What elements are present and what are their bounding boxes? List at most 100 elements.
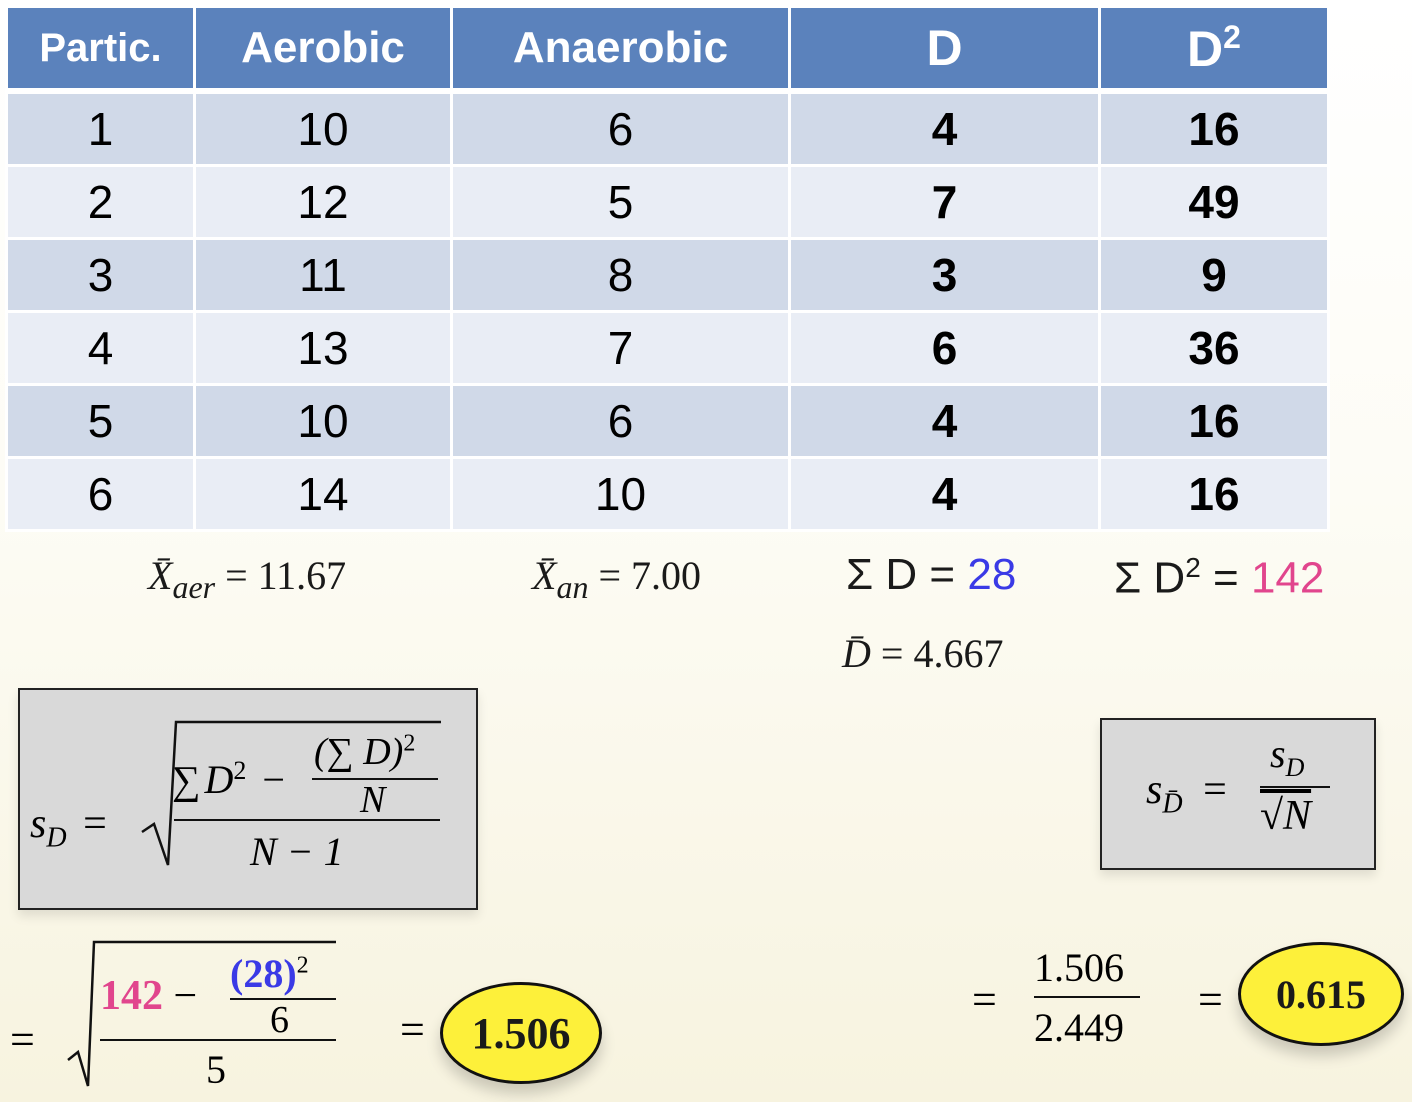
dbar-symbol: D̄: [842, 631, 871, 676]
sd-radical: [141, 720, 441, 866]
calc-sdbar-bar: [1034, 996, 1140, 998]
sd-den: N − 1: [250, 828, 344, 875]
calc-sd-minus: −: [173, 973, 198, 1019]
sdbar-lhs-s: s: [1146, 767, 1163, 813]
table-row: 5 10 6 4 16: [5, 383, 1330, 459]
sum-d2-label-a: Σ D: [1114, 553, 1186, 603]
dbar-value: = 4.667: [880, 631, 1004, 676]
header-d2-base: D: [1187, 20, 1224, 77]
table-header-row: Partic. Aerobic Anaerobic D D2: [5, 5, 1330, 94]
cell-partic: 1: [5, 89, 196, 167]
header-partic: Partic.: [5, 5, 196, 94]
sd-num-sigma: ∑: [172, 757, 201, 803]
sdbar-num-sub-text: D: [1285, 753, 1305, 782]
mean-an-sub-text: an: [556, 569, 589, 605]
sdbar-lhs-sub: D̄: [1162, 788, 1182, 819]
cell-d2: 36: [1098, 310, 1330, 386]
sd-inner-bar: [312, 778, 438, 780]
calc-sdbar-equals2: =: [1198, 975, 1223, 1024]
sd-lhs-sub-text: D: [46, 822, 67, 854]
mean-aer-value: = 11.67: [225, 553, 347, 598]
mean-an-value: = 7.00: [598, 553, 701, 598]
header-anaerobic: Anaerobic: [450, 5, 791, 94]
cell-partic: 6: [5, 456, 196, 532]
sd-lhs: sD =: [30, 800, 107, 854]
sum-d-squared: Σ D2 = 142: [1114, 552, 1324, 604]
calc-sd-142: 142: [100, 973, 163, 1019]
cell-anaerobic: 8: [450, 237, 791, 313]
mean-anaerobic: X̄an = 7.00: [532, 552, 701, 606]
calc-sdbar-equals: =: [972, 975, 997, 1024]
cell-anaerobic: 5: [450, 164, 791, 240]
header-d: D: [788, 5, 1101, 94]
cell-partic: 2: [5, 164, 196, 240]
cell-aerobic: 14: [193, 456, 453, 532]
cell-d: 4: [788, 89, 1101, 167]
calc-sdbar-result: 0.615: [1238, 942, 1404, 1046]
sdbar-equals: =: [1203, 767, 1227, 813]
cell-d: 4: [788, 383, 1101, 459]
mean-aer-sub: aer: [172, 569, 215, 605]
calc-sd-equals2: =: [400, 1005, 425, 1054]
calc-sd-radical: [67, 940, 336, 1087]
sd-inner-den: N: [360, 778, 385, 822]
header-d2-sup: 2: [1223, 18, 1241, 55]
cell-d2: 16: [1098, 456, 1330, 532]
cell-anaerobic: 6: [450, 89, 791, 167]
calc-sd-result: 1.506: [440, 982, 602, 1084]
sd-num-sup: 2: [233, 756, 247, 785]
cell-d2: 49: [1098, 164, 1330, 240]
sd-lhs-sub: D: [46, 822, 66, 853]
sd-inner-sup: 2: [403, 730, 416, 757]
sum-d-value: 28: [967, 550, 1017, 599]
mean-difference: D̄ = 4.667: [842, 630, 1003, 677]
sd-formula-box: sD = ∑ D2 − (∑ D)2 N N − 1: [18, 688, 478, 910]
cell-anaerobic: 7: [450, 310, 791, 386]
calc-sd-den: 5: [206, 1047, 226, 1092]
header-d-squared: D2: [1098, 5, 1330, 94]
calc-sd-inner-num: (28)2: [230, 950, 309, 997]
cell-d: 7: [788, 164, 1101, 240]
calc-sdbar-den: 2.449: [1034, 1005, 1124, 1050]
calc-sd-main-bar: [100, 1039, 336, 1041]
sdbar-formula-box: sD̄ = sD √N: [1100, 718, 1376, 870]
mean-an-symbol: X̄: [532, 553, 557, 598]
cell-d: 6: [788, 310, 1101, 386]
cell-partic: 5: [5, 383, 196, 459]
sd-minus: −: [262, 757, 285, 803]
sd-num-d: D: [204, 757, 234, 803]
sd-inner-den-text: N: [360, 779, 386, 821]
sum-d2-value: 142: [1250, 553, 1325, 603]
header-aerobic: Aerobic: [193, 5, 453, 94]
calc-sdbar-num: 1.506: [1034, 945, 1124, 990]
sdbar-den-text: √N: [1260, 793, 1312, 839]
sd-inner-num-text: (∑ D): [314, 731, 404, 773]
sd-num-left: ∑ D2 −: [172, 756, 285, 803]
calc-sd-sup: 2: [296, 952, 309, 979]
sdbar-num-s: s: [1270, 731, 1286, 776]
cell-d: 3: [788, 237, 1101, 313]
sd-inner-num: (∑ D)2: [314, 730, 415, 774]
mean-aerobic: X̄aer = 11.67: [148, 552, 346, 606]
sd-main-bar: [174, 819, 440, 821]
cell-aerobic: 12: [193, 164, 453, 240]
data-table: Partic. Aerobic Anaerobic D D2 1 10 6 4 …: [5, 5, 1330, 532]
mean-aer-sub-text: aer: [172, 569, 216, 605]
cell-d2: 16: [1098, 383, 1330, 459]
table-row: 3 11 8 3 9: [5, 237, 1330, 313]
cell-aerobic: 10: [193, 89, 453, 167]
calc-sd-28: (28): [230, 951, 297, 996]
cell-d2: 16: [1098, 89, 1330, 167]
cell-anaerobic: 10: [450, 456, 791, 532]
sdbar-num: sD: [1270, 730, 1304, 783]
mean-an-sub: an: [556, 569, 588, 605]
cell-aerobic: 13: [193, 310, 453, 386]
cell-d2: 9: [1098, 237, 1330, 313]
sdbar-lhs-sub-text: D̄: [1162, 788, 1183, 820]
cell-d: 4: [788, 456, 1101, 532]
calc-sd-equals: =: [10, 1015, 35, 1064]
sdbar-bar: [1260, 786, 1330, 788]
calc-sd-inner-bar: [230, 998, 336, 1000]
sd-lhs-s: s: [30, 801, 47, 847]
table-row: 6 14 10 4 16: [5, 456, 1330, 532]
